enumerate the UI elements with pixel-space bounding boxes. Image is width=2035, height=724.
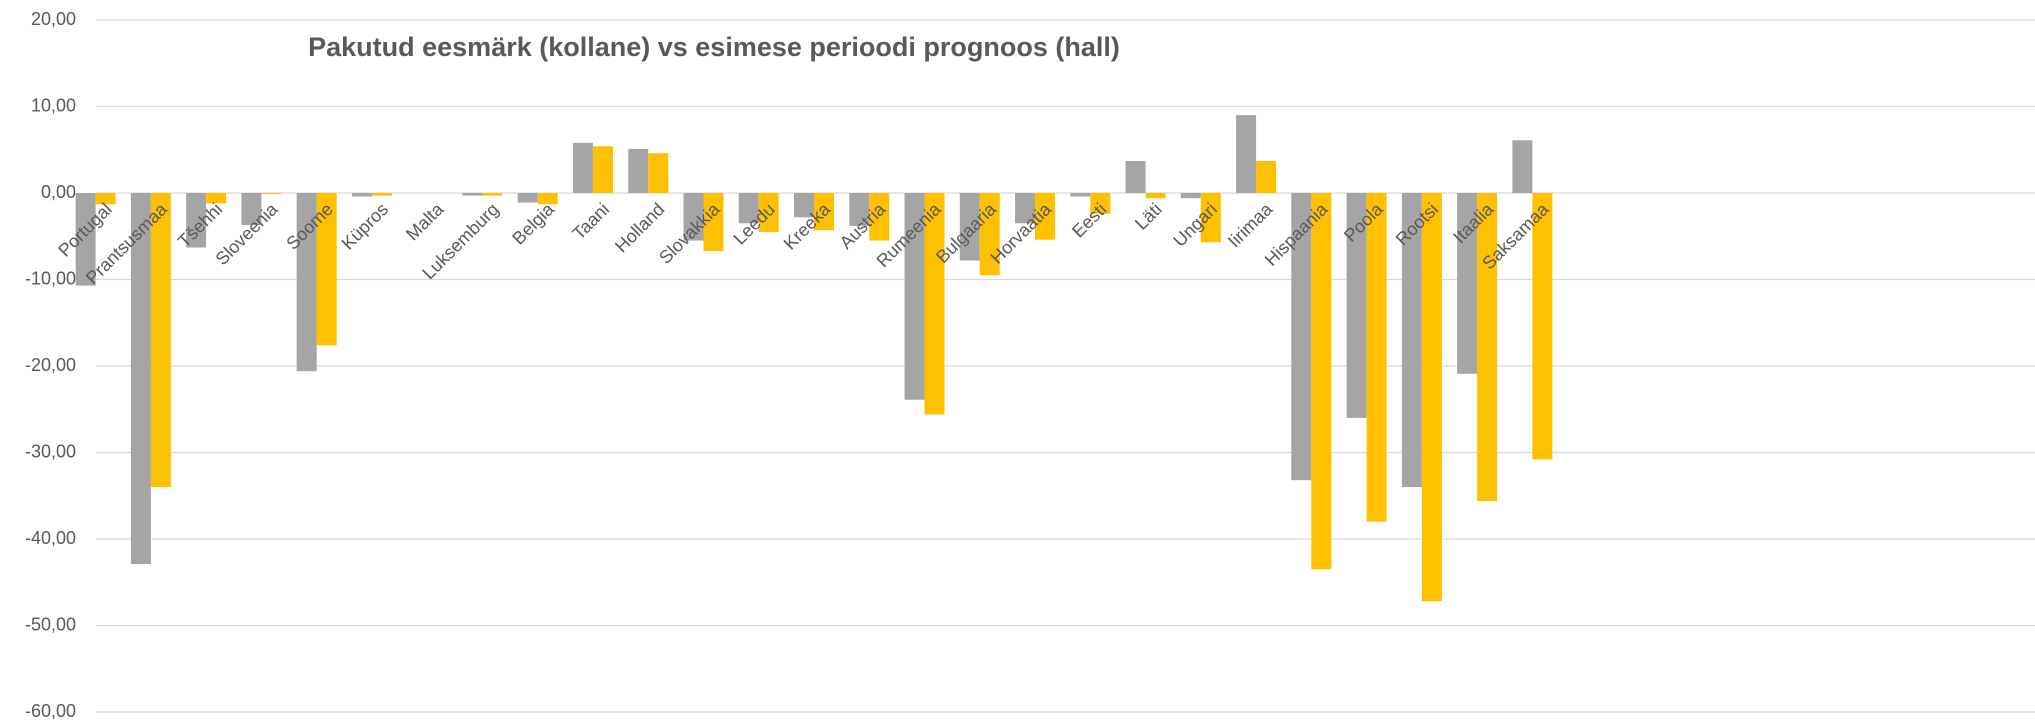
bar [1366,193,1387,522]
bar [371,193,392,196]
bar [95,193,116,205]
bar [1421,193,1442,602]
bar [206,193,227,204]
bar [482,193,503,196]
bar [1256,160,1277,193]
bar [1035,193,1056,240]
bar [1180,193,1201,199]
bar [1200,193,1221,243]
y-tick-label: -40,00 [25,528,76,548]
bar [924,193,945,415]
bar [537,193,558,205]
bar [1532,193,1553,460]
bar [1477,193,1498,501]
bar [628,148,649,193]
x-tick-label: Malta [402,198,448,244]
bar [150,193,171,488]
x-tick-label: Iirimaa [1224,198,1277,251]
bar [462,193,483,196]
y-tick-label: -60,00 [25,701,76,721]
bar [1125,160,1146,193]
bar [814,193,834,231]
bar [261,193,282,194]
bar [75,193,96,286]
y-tick-label: 0,00 [41,182,76,202]
y-tick-label: -10,00 [25,268,76,288]
bar [869,193,890,241]
x-tick-label: Taani [569,199,614,244]
y-tick-label: 10,00 [31,95,76,115]
bar [296,193,317,372]
y-tick-label: -20,00 [25,355,76,375]
bar [1457,193,1478,374]
bar [1311,193,1332,570]
bar [351,193,372,197]
chart-title: Pakutud eesmärk (kollane) vs esimese per… [308,32,1120,62]
bar [316,193,337,346]
bar [849,193,870,226]
bar [738,193,759,224]
bar [959,193,980,261]
bar [1346,193,1367,418]
bar [979,193,1000,276]
x-tick-label: Läti [1131,199,1166,234]
bar [1070,193,1091,197]
bar [130,193,151,565]
bar [1512,140,1533,193]
y-tick-label: -30,00 [25,441,76,461]
y-tick-label: -50,00 [25,614,76,634]
bar [758,193,779,232]
bar [1291,193,1312,481]
bar [703,193,724,251]
bar [683,193,704,241]
bar [1401,193,1422,488]
bar [904,193,925,400]
bar [1090,193,1111,214]
bar [794,193,814,218]
x-tick-label: Belgia [508,198,558,248]
bar [1015,193,1036,224]
bar [648,153,669,193]
bar [186,193,207,248]
x-tick-label: Küpros [338,199,392,253]
bar [572,142,593,193]
bar [592,146,613,193]
y-tick-label: 20,00 [31,9,76,29]
bar [517,193,538,203]
bar [241,193,262,226]
bar [1236,115,1257,193]
bar [1145,193,1166,199]
